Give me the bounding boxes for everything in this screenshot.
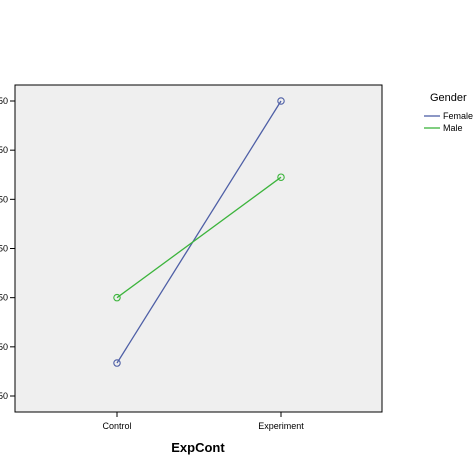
- plot-area: [14, 84, 383, 413]
- y-tick-label: 0.50: [0, 391, 8, 401]
- series-lines: [113, 97, 285, 367]
- y-tick-label: 5.50: [0, 145, 8, 155]
- series-line-male: [116, 176, 282, 299]
- legend-label-female: Female: [443, 111, 473, 121]
- series-line-female: [116, 100, 282, 364]
- legend: Gender Female Male: [424, 92, 473, 133]
- x-tick-label: Control: [102, 421, 131, 431]
- y-axis-ticks: 0.50 1.50 2.50 3.50 4.50 5.50 6.50: [0, 96, 15, 401]
- y-tick-label: 4.50: [0, 194, 8, 204]
- x-tick-label: Experiment: [258, 421, 304, 431]
- x-axis-ticks: Control Experiment: [102, 412, 304, 431]
- y-tick-label: 6.50: [0, 96, 8, 106]
- data-point-male: [113, 293, 121, 302]
- legend-title: Gender: [430, 92, 467, 104]
- data-point-female: [113, 359, 121, 367]
- y-tick-label: 1.50: [0, 342, 8, 352]
- legend-label-male: Male: [443, 123, 463, 133]
- data-point-female: [277, 97, 285, 105]
- x-axis-title: ExpCont: [171, 440, 225, 455]
- y-tick-label: 2.50: [0, 293, 8, 303]
- data-point-male: [277, 173, 285, 181]
- y-tick-label: 3.50: [0, 244, 8, 254]
